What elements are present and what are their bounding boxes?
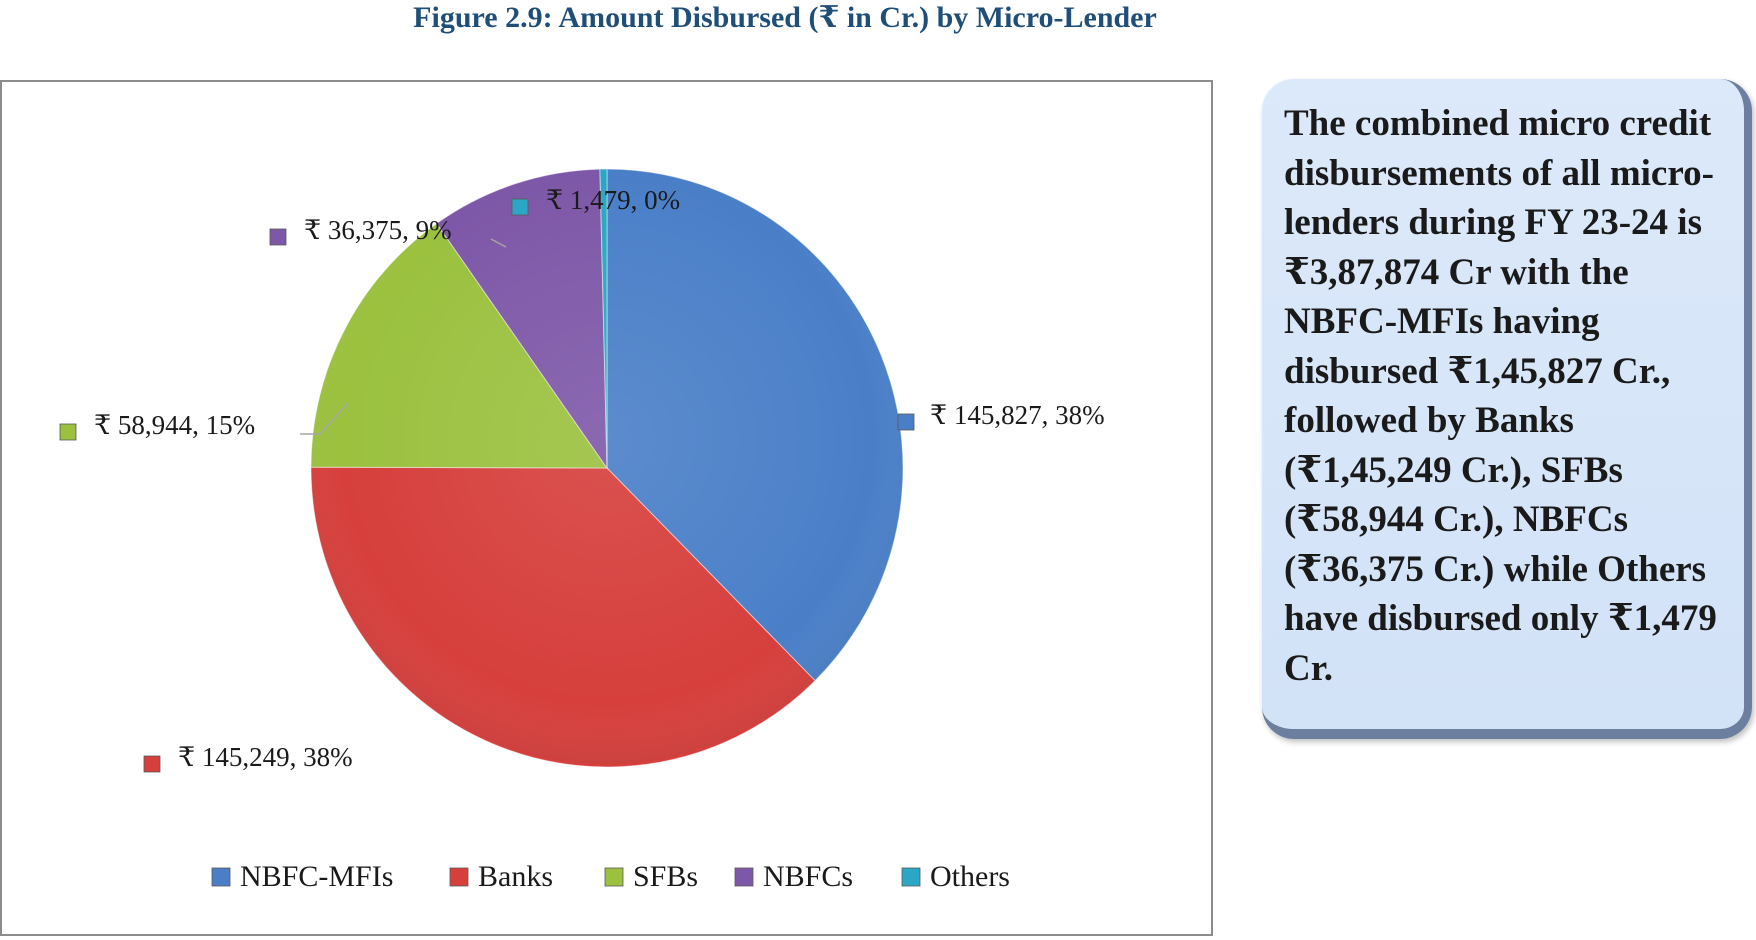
data-label-sfbs: ₹ 58,944, 15% <box>94 410 255 440</box>
leader-line-nbfcs <box>490 238 507 248</box>
pie-chart: ₹ 145,827, 38% ₹ 145,249, 38% ₹ 58,944, 15… <box>59 168 1105 893</box>
legend-marker-sfbs <box>604 867 624 887</box>
legend-marker-banks <box>449 867 469 887</box>
legend: NBFC-MFIs Banks SFBs NBFCs Others <box>211 860 1010 893</box>
data-label-marker-sfbs <box>59 423 77 441</box>
legend-marker-nbfcs <box>734 867 754 887</box>
pie-slices <box>310 168 904 768</box>
legend-label-nbfc-mfis: NBFC-MFIs <box>240 860 393 893</box>
callout-text: The combined micro credit disbursements … <box>1284 103 1717 689</box>
legend-label-others: Others <box>930 860 1010 893</box>
data-label-others: ₹ 1,479, 0% <box>546 185 680 215</box>
legend-marker-others <box>901 867 921 887</box>
legend-label-banks: Banks <box>478 860 553 893</box>
figure-title: Figure 2.9: Amount Disbursed (₹ in Cr.) … <box>413 1 1157 34</box>
data-label-marker-banks <box>143 755 161 773</box>
data-label-nbfc-mfis: ₹ 145,827, 38% <box>930 400 1105 430</box>
legend-label-nbfcs: NBFCs <box>763 860 853 893</box>
legend-label-sfbs: SFBs <box>633 860 698 893</box>
legend-marker-nbfc-mfis <box>211 867 231 887</box>
data-labels: ₹ 145,827, 38% ₹ 145,249, 38% ₹ 58,944, 15… <box>59 185 1105 773</box>
callout-box: The combined micro credit disbursements … <box>1262 79 1752 739</box>
data-label-marker-nbfc-mfis <box>897 413 915 431</box>
pie-chart-frame: ₹ 145,827, 38% ₹ 145,249, 38% ₹ 58,944, 15… <box>0 80 1213 936</box>
data-label-marker-nbfcs <box>269 228 287 246</box>
data-label-marker-others <box>511 198 529 216</box>
data-label-banks: ₹ 145,249, 38% <box>178 742 353 772</box>
data-label-nbfcs: ₹ 36,375, 9% <box>304 215 452 245</box>
label-leader-lines <box>300 238 507 435</box>
leader-line-sfbs <box>300 402 349 435</box>
